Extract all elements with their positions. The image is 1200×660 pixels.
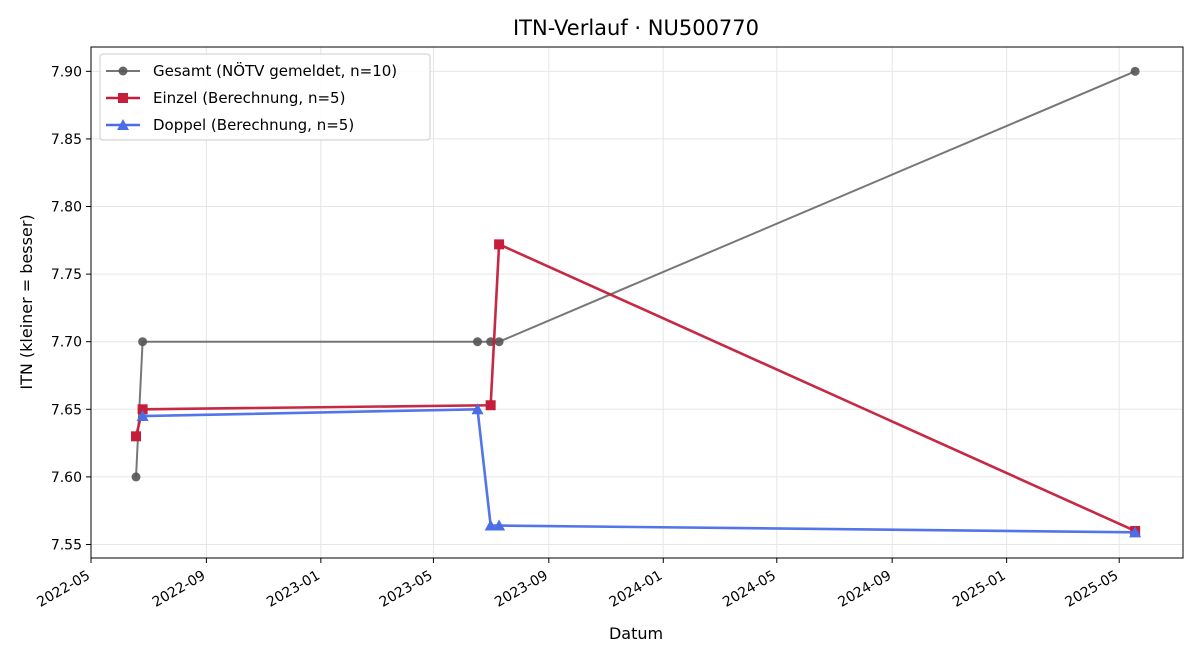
series-3-point [1129,526,1142,538]
legend-marker [118,66,128,76]
series-3-point [136,410,149,422]
x-tick-label: 2024-05 [720,568,779,611]
series-2-point [494,239,505,250]
y-tick-label: 7.85 [51,132,82,148]
x-tick-label: 2025-01 [950,568,1009,611]
chart-title: ITN-Verlauf · NU500770 [513,16,759,40]
series-1-point [138,337,148,347]
x-tick-label: 2022-05 [34,568,93,611]
legend-label: Einzel (Berechnung, n=5) [153,89,345,107]
series-1 [131,66,1140,482]
legend: Gesamt (NÖTV gemeldet, n=10) Einzel (Bere… [99,53,431,141]
x-axis: 2022-05 2022-09 2023-01 2023-05 2023-09 2024-… [34,558,1121,611]
legend-marker [117,119,129,130]
series-2-line [134,243,1136,533]
y-tick-label: 7.60 [51,470,82,486]
x-tick-label: 2025-05 [1063,568,1122,611]
y-tick-label: 7.75 [51,267,82,283]
series-1-point [1130,66,1140,76]
series-3-point [493,519,506,531]
series-1-line [135,70,1136,477]
legend-label: Doppel (Berechnung, n=5) [153,116,354,134]
x-tick-label: 2023-01 [264,568,323,611]
series-3-point [471,403,484,415]
y-axis-label: ITN (kleiner = besser) [17,214,36,389]
y-axis: 7.55 7.60 7.65 7.70 7.75 7.80 7.85 7.90 [51,64,91,553]
series-2-point [137,404,148,415]
legend-label: Gesamt (NÖTV gemeldet, n=10) [153,61,397,80]
y-tick-label: 7.80 [51,200,82,216]
series-1-point [473,337,483,347]
x-tick-label: 2024-09 [836,568,895,611]
series-2-point [485,400,496,411]
series-2-point [131,431,142,442]
plot-frame [90,46,1184,559]
x-tick-label: 2022-09 [150,568,209,611]
x-tick-label: 2023-05 [377,568,436,611]
series-1-point [494,337,504,347]
y-tick-label: 7.65 [51,402,82,418]
x-axis-label: Datum [609,624,663,643]
y-tick-label: 7.70 [51,335,82,351]
legend-marker [118,93,128,103]
legend-box [99,53,431,141]
y-tick-label: 7.90 [51,64,82,80]
series-3-line [142,407,1136,534]
x-tick-label: 2023-09 [492,568,551,611]
y-tick-label: 7.55 [51,537,82,553]
series-1-point [131,472,141,482]
series-layer [131,66,1142,538]
series-3 [136,403,1142,538]
x-tick-label: 2024-01 [607,568,666,611]
series-3-point [484,519,497,531]
